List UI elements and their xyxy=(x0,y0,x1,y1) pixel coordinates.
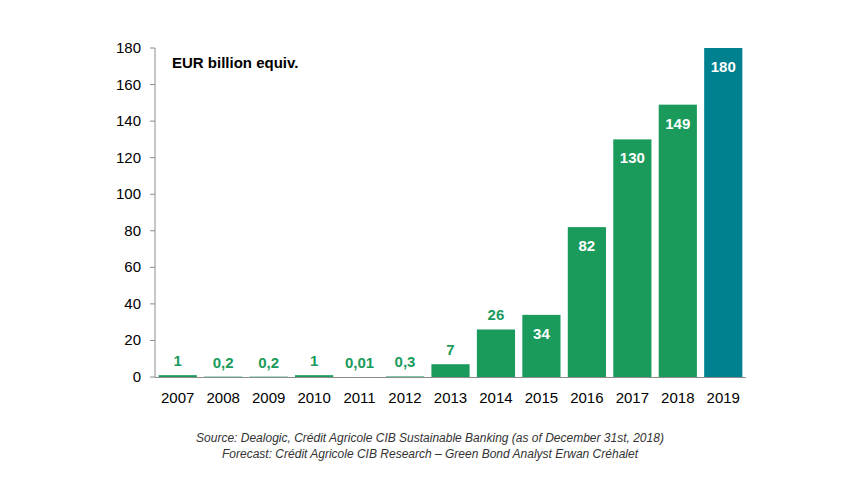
y-tick xyxy=(150,194,155,195)
y-tick xyxy=(150,121,155,122)
y-tick xyxy=(150,377,155,378)
data-label: 180 xyxy=(711,58,736,75)
y-tick xyxy=(150,340,155,341)
x-tick-label: 2007 xyxy=(161,389,194,406)
data-label: 0,2 xyxy=(258,354,279,371)
x-axis xyxy=(155,377,746,378)
y-tick-label: 40 xyxy=(124,295,141,312)
bar xyxy=(431,364,469,377)
x-tick-label: 2011 xyxy=(343,389,375,406)
bar xyxy=(295,375,333,377)
bar xyxy=(568,227,606,377)
data-label: 130 xyxy=(620,149,645,166)
y-tick-label: 20 xyxy=(124,331,141,348)
data-label: 82 xyxy=(579,237,596,254)
y-tick-label: 0 xyxy=(133,368,141,385)
chart: 0 20 40 60 80 100 120 140 160 180 2007 2008 2009 2010… xyxy=(0,0,860,500)
y-tick xyxy=(150,84,155,85)
x-tick-label: 2013 xyxy=(434,389,467,406)
x-tick-label: 2015 xyxy=(525,389,558,406)
title: EUR billion equiv. xyxy=(172,54,298,71)
bar xyxy=(704,48,742,377)
annotation: Source: Dealogic, Crédit Agricole CIB Su… xyxy=(196,431,664,445)
background xyxy=(0,0,860,500)
bar xyxy=(477,329,515,377)
y-tick-label: 160 xyxy=(116,76,141,93)
y-tick xyxy=(150,303,155,304)
bar xyxy=(613,139,651,377)
data-label: 149 xyxy=(665,115,690,132)
data-label: 1 xyxy=(310,352,318,369)
x-tick-label: 2019 xyxy=(707,389,740,406)
bar xyxy=(159,375,197,377)
annotation: Forecast: Crédit Agricole CIB Research –… xyxy=(222,447,639,461)
x-tick-label: 2016 xyxy=(570,389,603,406)
y-tick xyxy=(150,267,155,268)
y-tick-label: 60 xyxy=(124,258,141,275)
data-label: 34 xyxy=(533,325,550,342)
bar xyxy=(204,376,242,377)
data-label: 0,01 xyxy=(345,354,374,371)
y-tick-label: 120 xyxy=(116,149,141,166)
data-label: 26 xyxy=(488,306,505,323)
y-tick-label: 80 xyxy=(124,222,141,239)
x-tick-label: 2017 xyxy=(616,389,649,406)
data-label: 0,2 xyxy=(213,354,234,371)
x-tick-label: 2018 xyxy=(661,389,694,406)
bar xyxy=(522,315,560,377)
x-tick-label: 2009 xyxy=(252,389,285,406)
y-tick-label: 100 xyxy=(116,185,141,202)
y-tick-label: 140 xyxy=(116,112,141,129)
x-tick-label: 2010 xyxy=(297,389,330,406)
y-tick-label: 180 xyxy=(116,39,141,56)
data-label: 0,3 xyxy=(395,353,416,370)
y-axis xyxy=(155,48,156,377)
data-label: 1 xyxy=(174,352,182,369)
bar xyxy=(386,376,424,377)
x-tick-label: 2014 xyxy=(479,389,512,406)
y-tick xyxy=(150,48,155,49)
x-tick-label: 2012 xyxy=(388,389,421,406)
bar xyxy=(250,376,288,377)
y-tick xyxy=(150,157,155,158)
bar xyxy=(340,376,378,377)
bars xyxy=(159,48,743,377)
y-tick xyxy=(150,230,155,231)
bar xyxy=(659,105,697,377)
x-tick-label: 2008 xyxy=(207,389,240,406)
data-label: 7 xyxy=(446,341,454,358)
